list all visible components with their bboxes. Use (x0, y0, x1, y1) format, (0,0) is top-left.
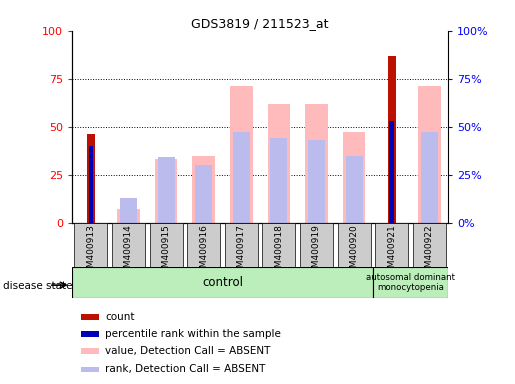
Text: GSM400916: GSM400916 (199, 224, 208, 279)
Title: GDS3819 / 211523_at: GDS3819 / 211523_at (192, 17, 329, 30)
Bar (72, 267, 373, 298)
Bar (308, 140, 325, 223)
Bar (81, 367, 99, 372)
Text: value, Detection Call = ABSENT: value, Detection Call = ABSENT (106, 346, 271, 356)
Text: GSM400914: GSM400914 (124, 224, 133, 279)
Bar (270, 138, 287, 223)
Bar (389, 121, 394, 223)
Text: GSM400920: GSM400920 (350, 224, 358, 279)
Bar (337, 223, 371, 267)
Bar (373, 267, 448, 298)
Bar (233, 132, 250, 223)
Bar (187, 223, 220, 267)
Bar (149, 223, 183, 267)
Bar (193, 156, 215, 223)
Bar (413, 223, 446, 267)
Text: count: count (106, 312, 135, 322)
Bar (305, 104, 328, 223)
Text: GSM400917: GSM400917 (237, 224, 246, 279)
Bar (262, 223, 296, 267)
Text: rank, Detection Call = ABSENT: rank, Detection Call = ABSENT (106, 364, 266, 374)
Bar (81, 314, 99, 320)
Text: GSM400913: GSM400913 (87, 224, 95, 279)
Text: GSM400915: GSM400915 (162, 224, 170, 279)
Bar (268, 104, 290, 223)
Bar (158, 157, 175, 223)
Text: GSM400921: GSM400921 (387, 224, 396, 279)
Text: GSM400919: GSM400919 (312, 224, 321, 279)
Bar (346, 156, 363, 223)
Text: disease state: disease state (3, 281, 72, 291)
Bar (375, 223, 408, 267)
Bar (89, 146, 93, 223)
Text: GSM400918: GSM400918 (274, 224, 283, 279)
Bar (195, 165, 212, 223)
Text: autosomal dominant
monocytopenia: autosomal dominant monocytopenia (366, 273, 455, 292)
Text: control: control (202, 276, 243, 289)
Bar (81, 331, 99, 337)
Bar (230, 86, 252, 223)
Bar (225, 223, 258, 267)
Bar (421, 132, 438, 223)
Bar (112, 223, 145, 267)
Bar (343, 132, 365, 223)
Bar (81, 348, 99, 354)
Text: percentile rank within the sample: percentile rank within the sample (106, 329, 281, 339)
Bar (74, 223, 108, 267)
Bar (117, 209, 140, 223)
Bar (418, 86, 440, 223)
Bar (87, 134, 95, 223)
Bar (300, 223, 333, 267)
Bar (120, 198, 137, 223)
Bar (387, 56, 396, 223)
Text: GSM400922: GSM400922 (425, 224, 434, 279)
Bar (155, 159, 177, 223)
